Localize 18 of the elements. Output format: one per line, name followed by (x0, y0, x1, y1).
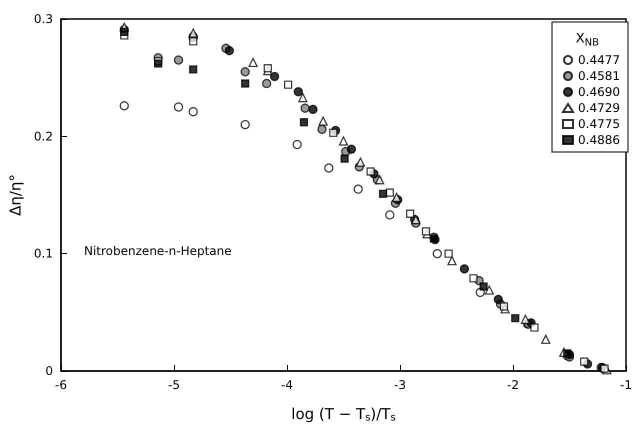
x-tick-label: -3 (394, 378, 406, 392)
y-tick-label: 0.3 (34, 12, 53, 26)
x-tick-label: -6 (55, 378, 67, 392)
y-tick-label: 0 (45, 364, 53, 378)
legend-label: 0.4477 (578, 53, 620, 67)
x-tick-label: -1 (620, 378, 632, 392)
x-tick-label: -2 (507, 378, 519, 392)
legend-label: 0.4886 (578, 133, 620, 147)
legend-label: 0.4775 (578, 117, 620, 131)
legend-label: 0.4690 (578, 85, 620, 99)
y-axis-title: Δη/η° (6, 174, 24, 216)
y-tick-label: 0.1 (34, 246, 53, 261)
y-tick-label: 0.2 (34, 129, 53, 144)
legend-label: 0.4729 (578, 101, 620, 115)
x-tick-label: -5 (168, 378, 180, 392)
x-tick-label: -4 (281, 378, 293, 392)
legend-label: 0.4581 (578, 69, 620, 83)
annotation: Nitrobenzene-n-Heptane (84, 244, 232, 258)
